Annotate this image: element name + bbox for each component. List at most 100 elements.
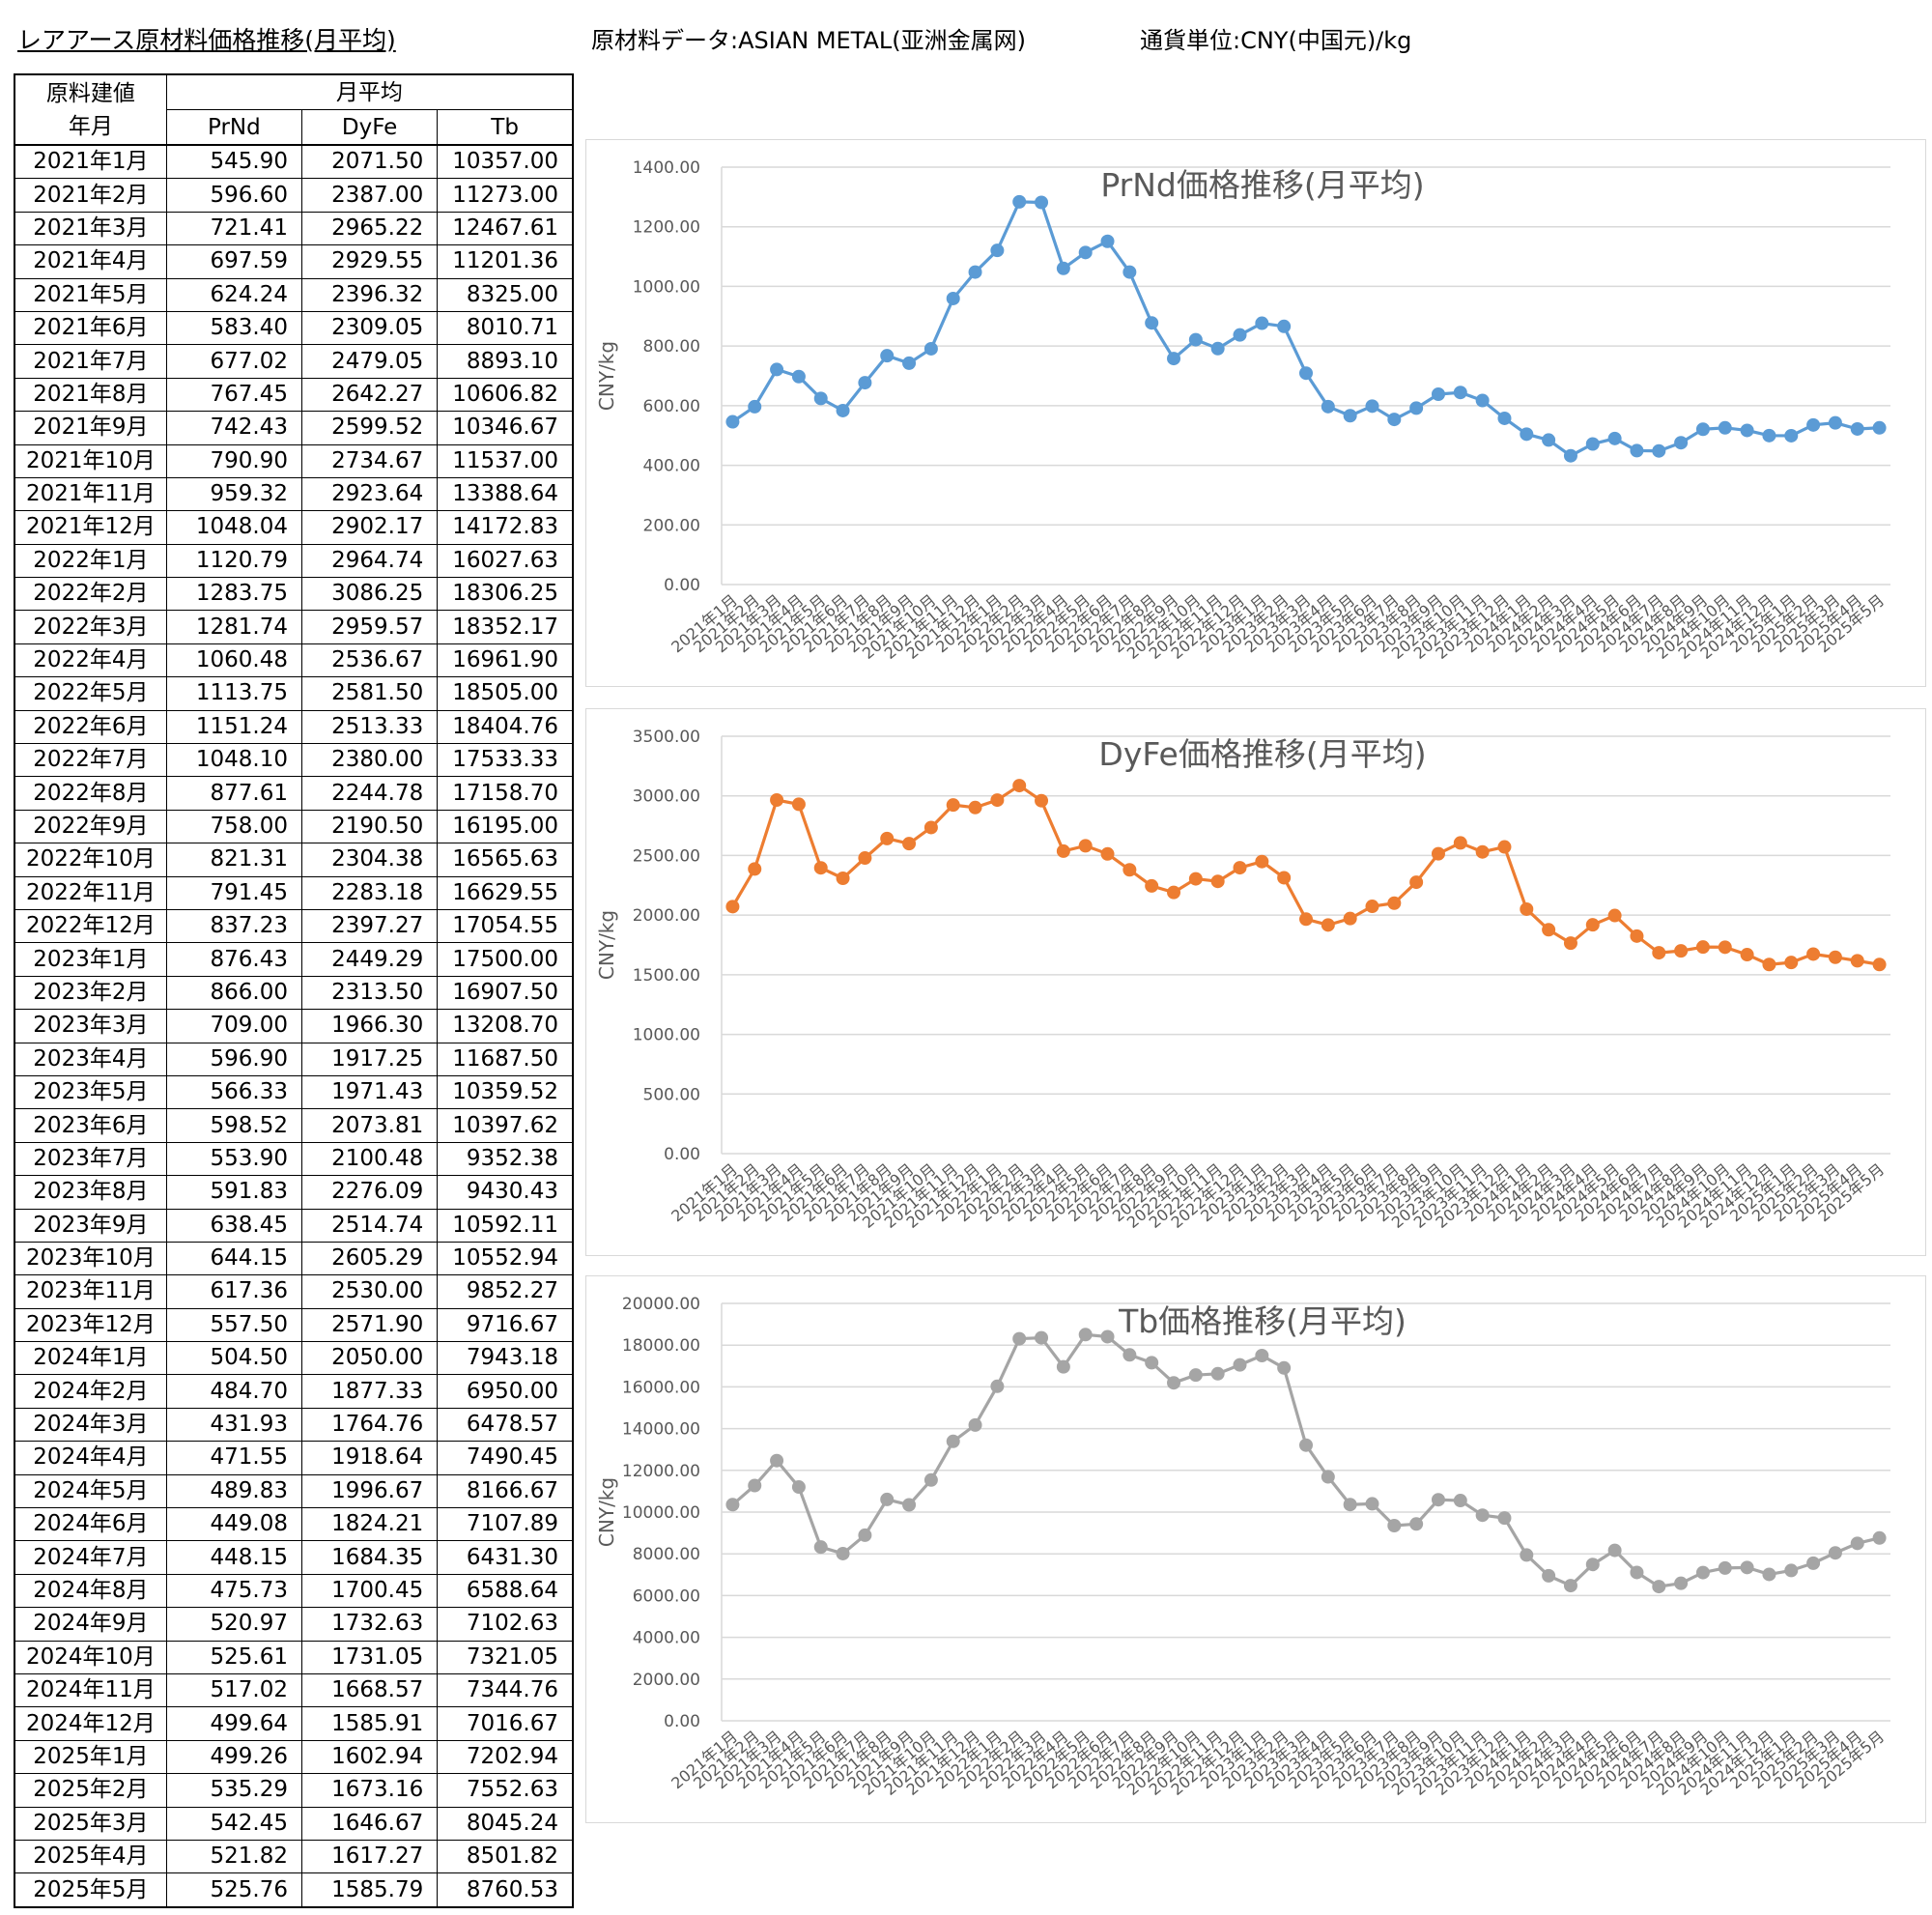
table-body: 2021年1月 545.90 2071.50 10357.00 2021年2月 596.6…: [14, 144, 574, 1908]
cell-month: 2022年9月: [14, 809, 167, 844]
cell-prnd: 471.55: [165, 1441, 303, 1475]
data-point: [1695, 422, 1710, 437]
cell-month: 2023年4月: [14, 1042, 167, 1076]
cell-month: 2023年11月: [14, 1274, 167, 1309]
chart-title: DyFe価格推移(月平均): [1098, 735, 1426, 773]
cell-tb: 10357.00: [437, 144, 574, 180]
table-row: 2021年2月 596.60 2387.00 11273.00: [14, 178, 574, 213]
table-row: 2023年10月 644.15 2605.29 10552.94: [14, 1241, 574, 1276]
y-tick-label: 1500.00: [633, 966, 700, 986]
cell-month: 2022年6月: [14, 709, 167, 745]
table-row: 2025年1月 499.26 1602.94 7202.94: [14, 1739, 574, 1775]
y-tick-label: 0.00: [664, 1145, 700, 1164]
cell-prnd: 790.90: [165, 443, 303, 478]
cell-month: 2024年9月: [14, 1607, 167, 1642]
cell-tb: 8010.71: [437, 310, 574, 346]
table-row: 2021年9月 742.43 2599.52 10346.67: [14, 411, 574, 445]
cell-dyfe: 1966.30: [300, 1009, 439, 1043]
data-point: [990, 243, 1005, 258]
data-point: [1343, 1498, 1357, 1512]
data-point: [1695, 1565, 1710, 1580]
cell-tb: 18505.00: [437, 676, 574, 711]
y-tick-label: 8000.00: [633, 1545, 700, 1564]
data-point: [1056, 843, 1070, 858]
corner-header-line2: 年月: [68, 113, 113, 139]
data-point: [1409, 401, 1424, 415]
cell-month: 2024年7月: [14, 1540, 167, 1575]
data-point: [1695, 940, 1710, 955]
data-point: [858, 851, 872, 866]
y-tick-label: 1200.00: [633, 218, 700, 238]
cell-month: 2022年1月: [14, 543, 167, 579]
cell-dyfe: 1684.35: [300, 1540, 439, 1575]
cell-dyfe: 2923.64: [300, 476, 439, 512]
cell-tb: 18306.25: [437, 577, 574, 612]
cell-prnd: 677.02: [165, 344, 303, 379]
cell-month: 2023年3月: [14, 1009, 167, 1043]
cell-month: 2024年12月: [14, 1706, 167, 1741]
data-point: [1409, 1517, 1424, 1531]
cell-dyfe: 1673.16: [300, 1773, 439, 1808]
table-row: 2025年3月 542.45 1646.67 8045.24: [14, 1806, 574, 1841]
data-point: [725, 1498, 740, 1512]
data-point: [990, 793, 1005, 808]
data-point: [1431, 386, 1445, 401]
cell-prnd: 1120.79: [165, 543, 303, 579]
cell-dyfe: 2605.29: [300, 1241, 439, 1276]
data-point: [1652, 946, 1666, 960]
chart-prnd: 0.00 200.00 400.00 600.00 800.00 1000.00 1200.…: [585, 139, 1926, 687]
cell-prnd: 1151.24: [165, 709, 303, 745]
cell-tb: 9430.43: [437, 1175, 574, 1210]
cell-tb: 11273.00: [437, 178, 574, 213]
cell-dyfe: 1764.76: [300, 1407, 439, 1443]
data-point: [1321, 399, 1335, 414]
table-row: 2022年10月 821.31 2304.38 16565.63: [14, 843, 574, 877]
data-point: [1806, 1556, 1821, 1570]
data-point: [923, 820, 938, 835]
data-point: [1784, 956, 1799, 970]
data-point: [1210, 341, 1225, 356]
cell-month: 2021年2月: [14, 178, 167, 213]
cell-dyfe: 2964.74: [300, 543, 439, 579]
data-point: [1145, 316, 1159, 330]
cell-month: 2021年5月: [14, 277, 167, 312]
data-point: [1806, 417, 1821, 432]
cell-tb: 13388.64: [437, 476, 574, 512]
cell-dyfe: 2513.33: [300, 709, 439, 745]
y-tick-label: 400.00: [643, 457, 700, 476]
cell-tb: 7490.45: [437, 1441, 574, 1475]
cell-tb: 16195.00: [437, 809, 574, 844]
cell-month: 2021年4月: [14, 244, 167, 279]
cell-dyfe: 2599.52: [300, 411, 439, 445]
cell-dyfe: 2304.38: [300, 843, 439, 877]
cell-dyfe: 2581.50: [300, 676, 439, 711]
cell-dyfe: 2642.27: [300, 377, 439, 413]
data-point: [1520, 1548, 1534, 1562]
data-point: [1167, 885, 1181, 900]
cell-tb: 18404.76: [437, 709, 574, 745]
column-header-dyfe: DyFe: [300, 109, 439, 146]
data-point: [1850, 421, 1864, 436]
data-point: [1321, 1470, 1335, 1484]
data-point: [1100, 1329, 1115, 1344]
cell-dyfe: 1996.67: [300, 1473, 439, 1509]
data-point: [1343, 409, 1357, 423]
cell-tb: 7102.63: [437, 1607, 574, 1642]
table-row: 2024年2月 484.70 1877.33 6950.00: [14, 1374, 574, 1409]
data-point: [1652, 1580, 1666, 1594]
cell-month: 2021年8月: [14, 377, 167, 413]
cell-dyfe: 2902.17: [300, 510, 439, 545]
cell-month: 2025年2月: [14, 1773, 167, 1808]
cell-prnd: 517.02: [165, 1672, 303, 1708]
table-row: 2022年7月 1048.10 2380.00 17533.33: [14, 743, 574, 778]
data-point: [1365, 399, 1379, 414]
cell-prnd: 767.45: [165, 377, 303, 413]
table-row: 2021年6月 583.40 2309.05 8010.71: [14, 310, 574, 346]
cell-month: 2024年10月: [14, 1640, 167, 1674]
price-table: 原料建値 年月 月平均 PrNd DyFe Tb 2021年1月 545.90 20…: [14, 73, 574, 1908]
cell-month: 2023年2月: [14, 975, 167, 1011]
table-row: 2025年2月 535.29 1673.16 7552.63: [14, 1773, 574, 1808]
cell-dyfe: 1602.94: [300, 1739, 439, 1775]
data-point: [1828, 1546, 1842, 1560]
data-point: [858, 1528, 872, 1542]
